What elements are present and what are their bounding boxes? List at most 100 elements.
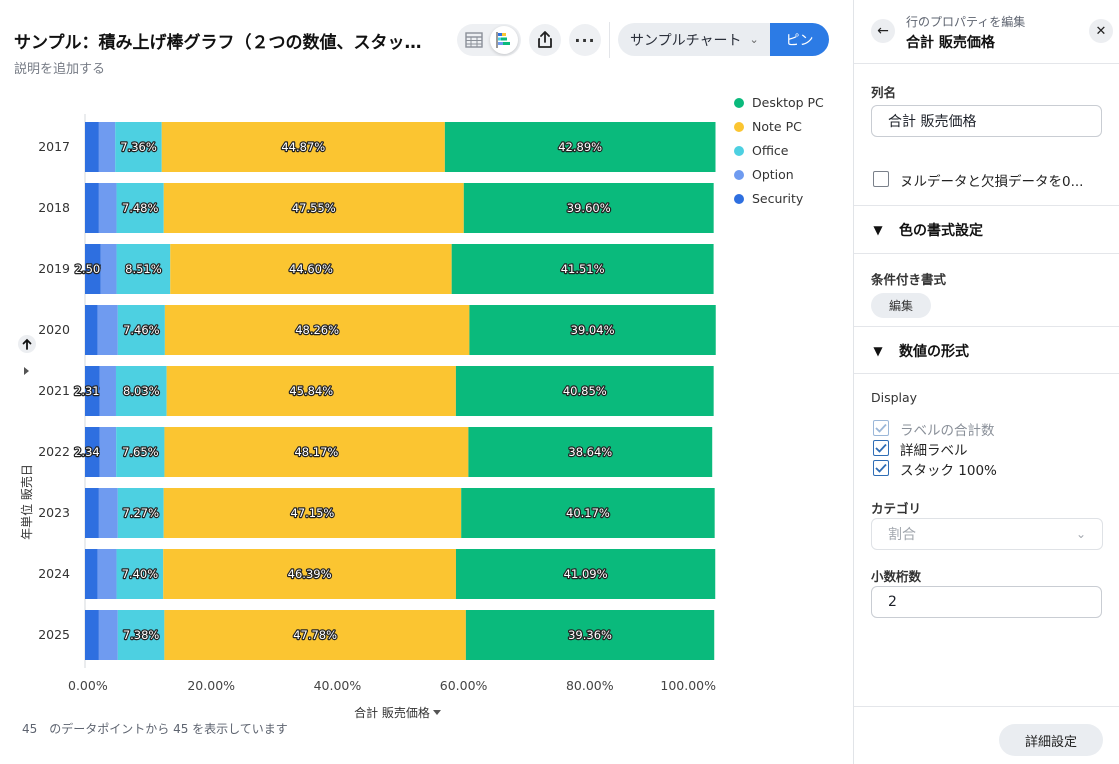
bar-segment-desktop-pc xyxy=(463,183,714,233)
y-tick-label: 2017 xyxy=(38,139,70,154)
chart-view-button[interactable] xyxy=(490,26,518,54)
legend-label: Note PC xyxy=(752,119,802,134)
chevron-down-icon: ▼ xyxy=(873,223,883,237)
bar-segment-note-pc xyxy=(164,305,470,355)
legend-swatch xyxy=(734,146,744,156)
data-label: 7.36% xyxy=(120,140,157,154)
bar-segment-desktop-pc xyxy=(469,305,716,355)
chevron-down-icon: ⌄ xyxy=(1075,527,1086,541)
label-total-text: ラベルの合計数 xyxy=(900,423,995,439)
conditional-format-label: 条件付き書式 xyxy=(871,272,947,287)
bar-segment-desktop-pc xyxy=(465,610,715,660)
caret-down-icon xyxy=(433,710,441,715)
x-tick-label: 80.00% xyxy=(566,678,614,693)
detail-label-checkbox[interactable] xyxy=(873,440,889,456)
data-label: 39.04% xyxy=(571,323,615,337)
checkmark-icon xyxy=(875,423,887,433)
table-view-button[interactable] xyxy=(460,26,488,54)
page-title[interactable]: サンプル：積み上げ棒グラフ（２つの数値、スタッ… xyxy=(14,33,422,53)
column-name-input[interactable]: 合計 販売価格 xyxy=(871,105,1102,137)
bar-segment-security xyxy=(85,549,98,599)
display-label: Display xyxy=(871,390,918,405)
bar-segment-desktop-pc xyxy=(444,122,716,172)
y-axis-title: 年単位 販売日 xyxy=(19,464,34,540)
data-label: 44.87% xyxy=(281,140,325,154)
bar-segment-office xyxy=(117,610,165,660)
color-format-section-toggle[interactable]: ▼ 色の書式設定 xyxy=(871,220,983,240)
decimals-input[interactable]: 2 xyxy=(871,586,1102,618)
data-label: 38.64% xyxy=(568,445,612,459)
divider xyxy=(854,326,1119,327)
edit-button[interactable]: 編集 xyxy=(871,293,931,318)
bar-segment-option xyxy=(98,610,118,660)
label-total-checkbox[interactable] xyxy=(873,420,889,436)
data-label: 40.85% xyxy=(563,384,607,398)
bar-segment-note-pc xyxy=(164,427,469,477)
divider xyxy=(854,706,1119,707)
data-label: 8.03% xyxy=(123,384,160,398)
divider xyxy=(854,373,1119,374)
divider xyxy=(854,253,1119,254)
data-label: 39.60% xyxy=(567,201,611,215)
data-label: 40.17% xyxy=(566,506,610,520)
y-tick-label: 2019 xyxy=(38,261,70,276)
y-tick-label: 2020 xyxy=(38,322,70,337)
y-tick-label: 2022 xyxy=(38,444,70,459)
data-label: 41.51% xyxy=(561,262,605,276)
bar-segment-security xyxy=(85,183,99,233)
arrow-up-icon xyxy=(22,338,32,350)
legend-label: Security xyxy=(752,191,804,206)
bar-segment-security xyxy=(85,244,101,294)
legend-swatch xyxy=(734,170,744,180)
bar-segment-security xyxy=(85,610,99,660)
bar-segment-office xyxy=(116,183,164,233)
data-label: 48.17% xyxy=(294,445,338,459)
description-link[interactable]: 説明を追加する xyxy=(14,62,106,77)
data-label: 47.55% xyxy=(292,201,336,215)
column-name-value: 合計 販売価格 xyxy=(888,114,977,130)
stack-100-text: スタック 100% xyxy=(900,463,997,479)
number-format-section-title: 数値の形式 xyxy=(899,344,969,360)
category-label: カテゴリ xyxy=(871,501,922,516)
bar-segment-option xyxy=(100,244,117,294)
legend-label: Option xyxy=(752,167,794,182)
category-select[interactable]: 割合 ⌄ xyxy=(871,518,1103,550)
bar-segment-security xyxy=(85,366,100,416)
data-label: 44.60% xyxy=(289,262,333,276)
data-label: 7.38% xyxy=(123,628,160,642)
close-button[interactable]: ✕ xyxy=(1089,19,1113,43)
y-tick-label: 2018 xyxy=(38,200,70,215)
share-icon xyxy=(538,31,552,48)
chart-select[interactable]: サンプルチャート ⌄ xyxy=(618,23,770,56)
advanced-settings-button[interactable]: 詳細設定 xyxy=(999,724,1103,756)
bar-segment-option xyxy=(99,366,116,416)
x-tick-label: 0.00% xyxy=(68,678,108,693)
detail-label-text: 詳細ラベル xyxy=(900,443,968,459)
checkmark-icon xyxy=(875,443,887,453)
share-button[interactable] xyxy=(529,24,561,56)
stacked-bar-chart: 2017 7.36% 44.87% 42.89% 2018 7.48% 47.55% 39.6… xyxy=(18,95,824,720)
x-tick-label: 60.00% xyxy=(440,678,488,693)
bar-segment-security xyxy=(85,305,98,355)
arrow-left-icon: ← xyxy=(877,23,889,39)
back-button[interactable]: ← xyxy=(871,19,895,43)
data-label: 39.36% xyxy=(568,628,612,642)
bar-segment-note-pc xyxy=(163,488,462,538)
more-options-button[interactable]: ··· xyxy=(569,24,601,56)
bar-segment-office xyxy=(116,549,164,599)
data-label: 47.15% xyxy=(291,506,335,520)
bar-segment-office xyxy=(116,244,171,294)
legend-label: Office xyxy=(752,143,789,158)
bar-segment-security xyxy=(85,122,99,172)
pin-button[interactable]: ピン xyxy=(770,23,829,56)
legend-swatch xyxy=(734,122,744,132)
legend-swatch xyxy=(734,194,744,204)
divider xyxy=(854,205,1119,206)
stacked-bar-chart-icon xyxy=(496,32,510,48)
null-data-checkbox[interactable] xyxy=(873,171,889,187)
stack-100-checkbox[interactable] xyxy=(873,460,889,476)
number-format-section-toggle[interactable]: ▼ 数値の形式 xyxy=(871,341,969,361)
bar-segment-desktop-pc xyxy=(455,549,716,599)
y-tick-label: 2024 xyxy=(38,566,70,581)
bar-segment-security xyxy=(85,427,100,477)
